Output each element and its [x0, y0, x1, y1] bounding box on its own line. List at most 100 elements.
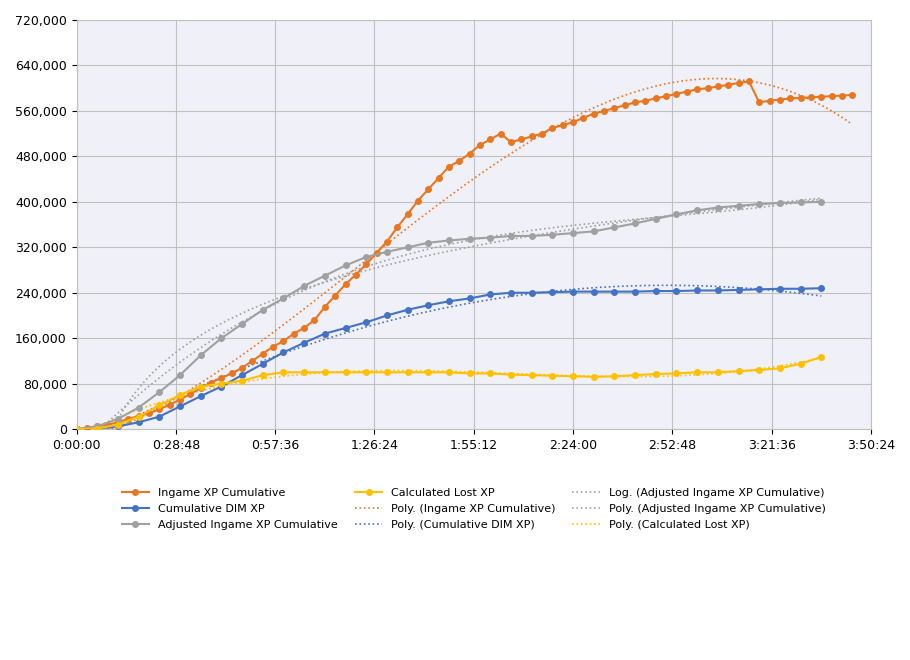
Adjusted Ingame XP Cumulative	[733, 202, 744, 210]
Adjusted Ingame XP Cumulative	[443, 236, 454, 244]
Calculated Lost XP	[651, 370, 662, 378]
Adjusted Ingame XP Cumulative	[278, 294, 288, 302]
Adjusted Ingame XP Cumulative	[92, 422, 103, 430]
Legend: Ingame XP Cumulative, Cumulative DIM XP, Adjusted Ingame XP Cumulative, Calculat: Ingame XP Cumulative, Cumulative DIM XP,…	[117, 484, 831, 534]
Cumulative DIM XP	[133, 418, 144, 426]
Adjusted Ingame XP Cumulative	[588, 228, 599, 236]
Calculated Lost XP	[133, 412, 144, 420]
Calculated Lost XP	[113, 420, 124, 428]
Calculated Lost XP	[671, 370, 682, 378]
Adjusted Ingame XP Cumulative	[485, 234, 496, 242]
Adjusted Ingame XP Cumulative	[547, 231, 558, 239]
Calculated Lost XP	[402, 368, 413, 376]
Cumulative DIM XP	[816, 284, 827, 292]
Cumulative DIM XP	[692, 286, 703, 294]
Adjusted Ingame XP Cumulative	[237, 320, 248, 328]
Ingame XP Cumulative	[743, 77, 754, 85]
Poly. (Ingame XP Cumulative)	[777, 84, 788, 92]
Calculated Lost XP	[381, 368, 392, 376]
Adjusted Ingame XP Cumulative	[381, 248, 392, 256]
Calculated Lost XP	[237, 377, 248, 385]
Ingame XP Cumulative	[568, 118, 579, 126]
Adjusted Ingame XP Cumulative	[753, 200, 764, 208]
Calculated Lost XP	[464, 370, 475, 378]
Ingame XP Cumulative	[692, 85, 703, 93]
Cumulative DIM XP	[340, 324, 351, 332]
Cumulative DIM XP	[381, 312, 392, 319]
Cumulative DIM XP	[92, 424, 103, 432]
Poly. (Calculated Lost XP)	[816, 354, 827, 362]
Poly. (Calculated Lost XP)	[512, 370, 523, 378]
Poly. (Ingame XP Cumulative)	[546, 125, 557, 133]
Line: Calculated Lost XP: Calculated Lost XP	[74, 354, 824, 432]
Adjusted Ingame XP Cumulative	[630, 220, 641, 228]
Poly. (Cumulative DIM XP)	[702, 282, 713, 290]
Cumulative DIM XP	[237, 371, 248, 379]
Calculated Lost XP	[92, 424, 103, 432]
Line: Poly. (Cumulative DIM XP): Poly. (Cumulative DIM XP)	[76, 285, 822, 448]
Calculated Lost XP	[443, 368, 454, 376]
Log. (Adjusted Ingame XP Cumulative)	[512, 234, 523, 242]
Calculated Lost XP	[547, 372, 558, 380]
Ingame XP Cumulative	[340, 280, 351, 288]
Cumulative DIM XP	[713, 286, 723, 294]
Poly. (Cumulative DIM XP)	[74, 442, 85, 450]
Adjusted Ingame XP Cumulative	[402, 244, 413, 251]
Cumulative DIM XP	[753, 285, 764, 293]
Log. (Adjusted Ingame XP Cumulative)	[699, 207, 710, 215]
Log. (Adjusted Ingame XP Cumulative)	[74, 629, 85, 637]
Poly. (Ingame XP Cumulative)	[712, 75, 723, 82]
Adjusted Ingame XP Cumulative	[319, 272, 330, 280]
Poly. (Ingame XP Cumulative)	[533, 133, 544, 141]
Adjusted Ingame XP Cumulative	[526, 232, 537, 240]
Line: Poly. (Ingame XP Cumulative): Poly. (Ingame XP Cumulative)	[76, 79, 853, 444]
Cumulative DIM XP	[71, 425, 82, 433]
Calculated Lost XP	[298, 368, 309, 376]
Adjusted Ingame XP Cumulative	[609, 224, 620, 232]
Calculated Lost XP	[175, 391, 186, 399]
Calculated Lost XP	[630, 371, 641, 379]
Cumulative DIM XP	[588, 288, 599, 296]
Ingame XP Cumulative	[71, 425, 82, 433]
Poly. (Adjusted Ingame XP Cumulative)	[527, 226, 538, 234]
Adjusted Ingame XP Cumulative	[651, 215, 662, 223]
Poly. (Ingame XP Cumulative)	[74, 439, 85, 447]
Calculated Lost XP	[506, 371, 517, 379]
Adjusted Ingame XP Cumulative	[671, 211, 682, 218]
Calculated Lost XP	[816, 353, 827, 361]
Poly. (Cumulative DIM XP)	[749, 284, 760, 292]
Cumulative DIM XP	[175, 403, 186, 411]
Poly. (Calculated Lost XP)	[699, 370, 710, 378]
Cumulative DIM XP	[402, 306, 413, 314]
Calculated Lost XP	[340, 368, 351, 376]
Calculated Lost XP	[485, 370, 496, 378]
Cumulative DIM XP	[506, 289, 517, 297]
Poly. (Ingame XP Cumulative)	[847, 121, 858, 129]
Calculated Lost XP	[713, 368, 723, 376]
Line: Cumulative DIM XP: Cumulative DIM XP	[74, 285, 824, 432]
Cumulative DIM XP	[733, 286, 744, 294]
Cumulative DIM XP	[485, 290, 496, 298]
Adjusted Ingame XP Cumulative	[816, 198, 827, 206]
Calculated Lost XP	[568, 372, 579, 380]
Poly. (Calculated Lost XP)	[71, 433, 82, 441]
Cumulative DIM XP	[258, 360, 268, 368]
Calculated Lost XP	[753, 366, 764, 374]
Adjusted Ingame XP Cumulative	[133, 403, 144, 411]
Calculated Lost XP	[795, 360, 806, 368]
Ingame XP Cumulative	[474, 141, 485, 149]
Cumulative DIM XP	[216, 383, 227, 391]
Adjusted Ingame XP Cumulative	[298, 282, 309, 290]
Ingame XP Cumulative	[588, 110, 599, 117]
Adjusted Ingame XP Cumulative	[423, 239, 434, 247]
Cumulative DIM XP	[609, 288, 620, 296]
Cumulative DIM XP	[568, 288, 579, 296]
Adjusted Ingame XP Cumulative	[774, 199, 785, 207]
Calculated Lost XP	[71, 425, 82, 433]
Calculated Lost XP	[278, 368, 288, 376]
Calculated Lost XP	[733, 367, 744, 375]
Adjusted Ingame XP Cumulative	[568, 229, 579, 237]
Log. (Adjusted Ingame XP Cumulative)	[527, 232, 538, 240]
Adjusted Ingame XP Cumulative	[196, 351, 207, 359]
Cumulative DIM XP	[630, 288, 641, 296]
